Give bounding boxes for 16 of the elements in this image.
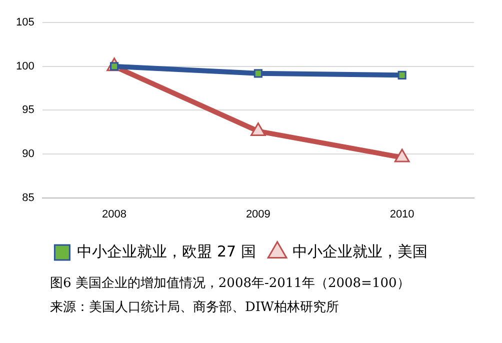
- x-tick-label: 2009: [246, 208, 270, 220]
- y-tick-label: 85: [22, 192, 34, 204]
- caption: 图6 美国企业的增加值情况，2008年-2011年（2008=100）: [50, 275, 411, 293]
- y-tick-label: 95: [22, 104, 34, 116]
- point: [398, 70, 406, 80]
- point: [394, 148, 410, 162]
- source-note: 来源：美国人口统计局、商务部、DIW柏林研究所: [50, 299, 340, 317]
- legend-label: 中小企业就业，欧盟 27 国: [77, 242, 256, 260]
- legend-label: 中小企业就业，美国: [292, 242, 428, 260]
- y-tick-label: 105: [16, 16, 34, 29]
- point: [250, 122, 266, 136]
- x-tick-label: 2010: [390, 208, 414, 220]
- y-tick-label: 100: [16, 60, 34, 72]
- point: [254, 69, 262, 78]
- y-tick-label: 90: [22, 148, 34, 160]
- x-tick-label: 2008: [102, 208, 127, 220]
